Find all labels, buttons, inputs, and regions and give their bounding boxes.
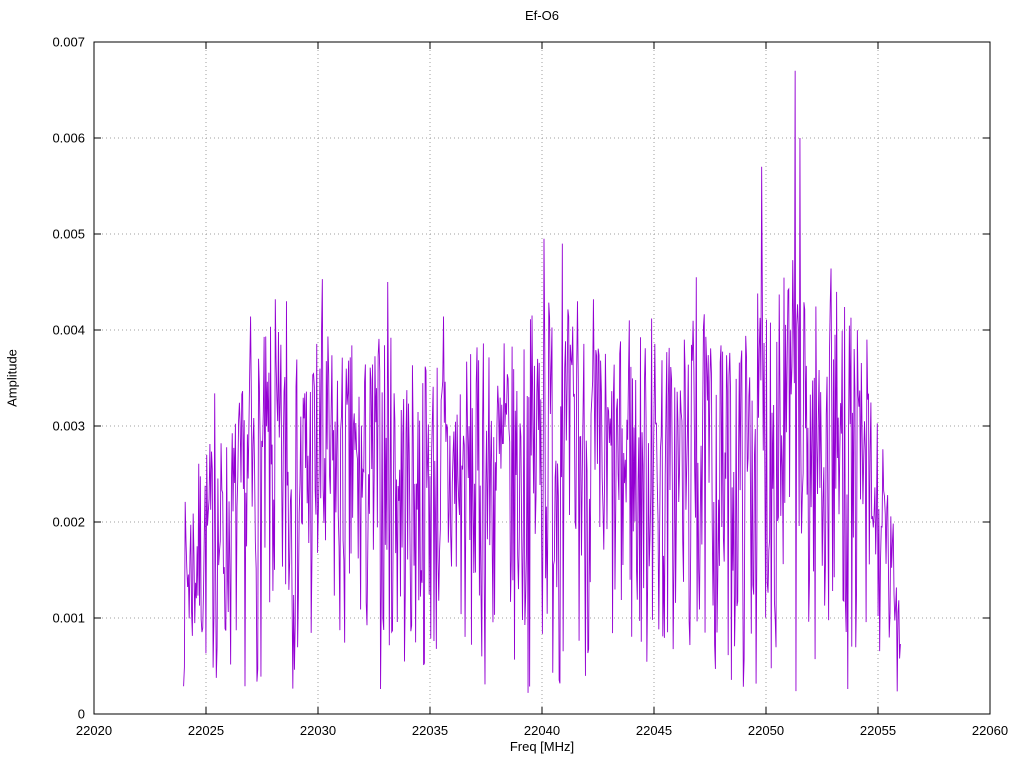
spectrum-trace — [183, 70, 901, 693]
x-tick-label: 22035 — [412, 723, 448, 738]
x-tick-label: 22030 — [300, 723, 336, 738]
y-tick-label: 0.003 — [52, 419, 85, 434]
chart-title: Ef-O6 — [525, 8, 559, 23]
y-tick-label: 0.007 — [52, 35, 85, 50]
y-tick-label: 0.005 — [52, 227, 85, 242]
y-tick-label: 0 — [78, 707, 85, 722]
x-tick-label: 22025 — [188, 723, 224, 738]
x-tick-label: 22050 — [748, 723, 784, 738]
y-tick-label: 0.002 — [52, 515, 85, 530]
y-tick-label: 0.004 — [52, 323, 85, 338]
y-tick-label: 0.001 — [52, 611, 85, 626]
x-tick-label: 22055 — [860, 723, 896, 738]
x-tick-label: 22020 — [76, 723, 112, 738]
x-tick-label: 22045 — [636, 723, 672, 738]
x-tick-label: 22040 — [524, 723, 560, 738]
x-tick-label: 22060 — [972, 723, 1008, 738]
y-tick-label: 0.006 — [52, 131, 85, 146]
x-axis-label: Freq [MHz] — [509, 739, 575, 754]
